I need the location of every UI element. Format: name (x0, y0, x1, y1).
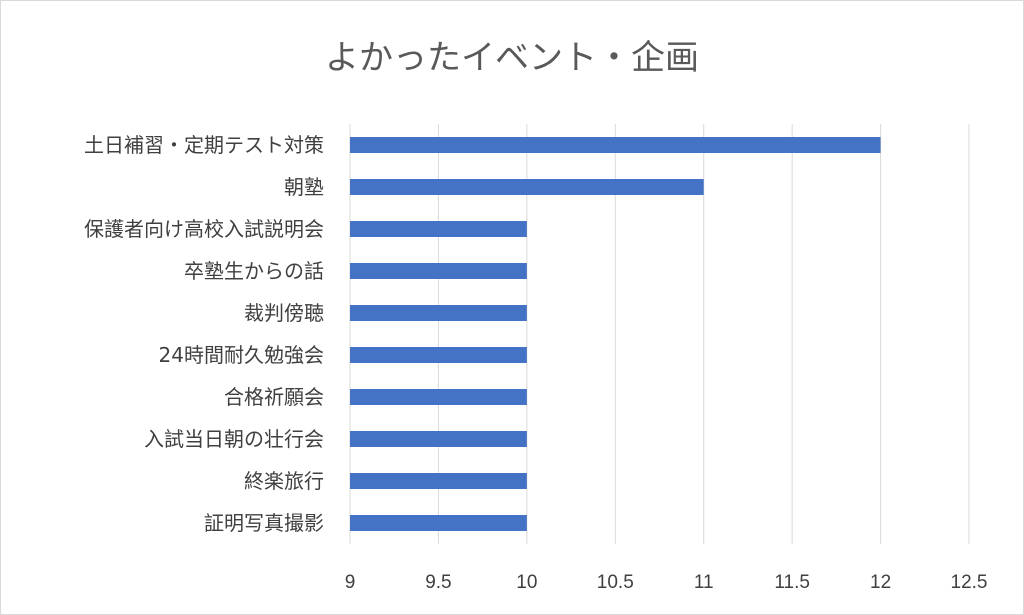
x-tick-label: 12 (870, 572, 891, 593)
bar (350, 515, 527, 531)
bar (350, 347, 527, 363)
x-tick-label: 9.5 (425, 572, 451, 593)
category-label: 裁判傍聴 (244, 301, 324, 325)
bar (350, 137, 881, 153)
category-label: 証明写真撮影 (204, 511, 324, 535)
chart-title: よかったイベント・企画 (325, 38, 699, 78)
bar (350, 431, 527, 447)
x-tick-label: 11 (694, 572, 714, 593)
x-tick-label: 12.5 (951, 572, 988, 593)
x-tick-label: 9 (345, 572, 356, 593)
bar (350, 179, 704, 195)
x-tick-label: 10 (516, 572, 537, 593)
category-label: 合格祈願会 (224, 385, 324, 409)
category-label: 終楽旅行 (244, 469, 324, 493)
bar (350, 389, 527, 405)
category-label: 保護者向け高校入試説明会 (84, 217, 324, 241)
category-label: 卒塾生からの話 (184, 259, 324, 283)
bars (350, 137, 881, 531)
x-tick-label: 10.5 (597, 572, 634, 593)
category-label: 朝塾 (284, 175, 324, 199)
bar (350, 263, 527, 279)
bar (350, 473, 527, 489)
x-tick-label: 11.5 (774, 572, 810, 593)
bar (350, 305, 527, 321)
category-label: 入試当日朝の壮行会 (144, 427, 324, 451)
category-label: 土日補習・定期テスト対策 (84, 133, 324, 157)
bar (350, 221, 527, 237)
x-axis-tick-labels: 9 9.5 10 10.5 11 11.5 12 12.5 (345, 572, 988, 593)
category-label: 24時間耐久勉強会 (159, 343, 324, 367)
